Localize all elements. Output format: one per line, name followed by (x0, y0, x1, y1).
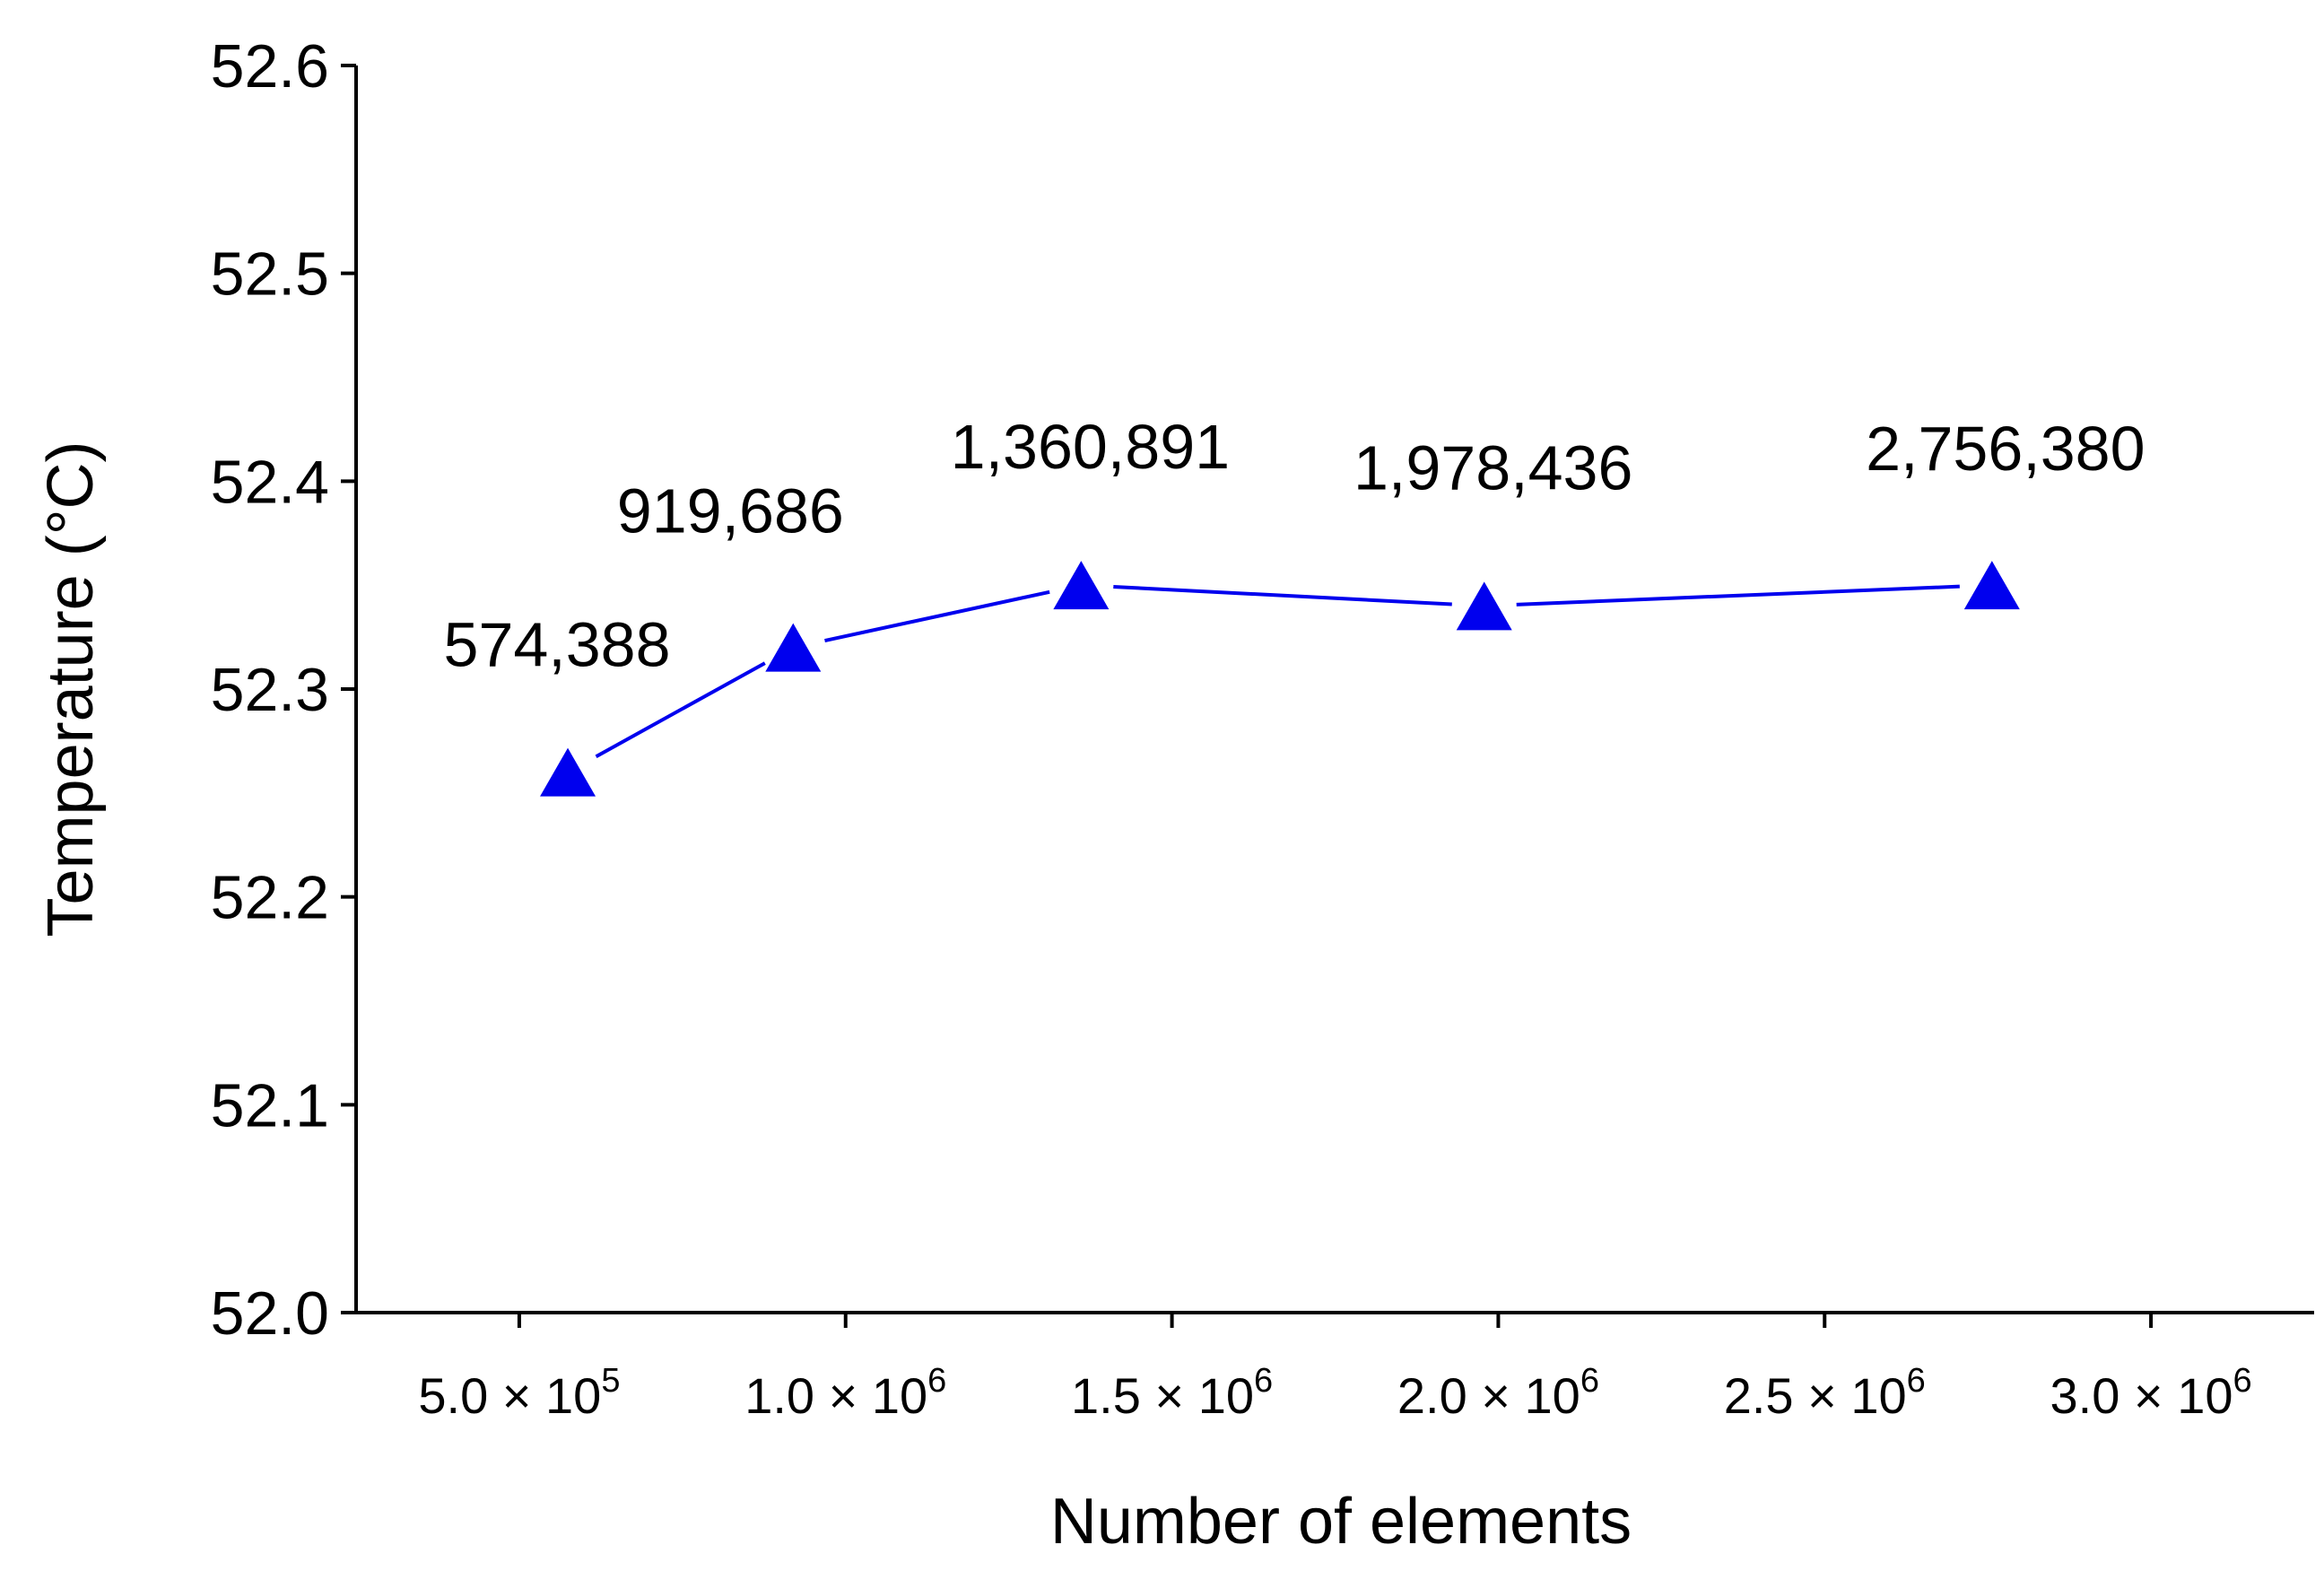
x-tick-label: 3.0 × 106 (2050, 1362, 2252, 1424)
data-point-marker (1456, 581, 1512, 631)
data-label: 919,686 (617, 476, 844, 546)
y-tick-label: 52.0 (211, 1279, 329, 1348)
x-tick-mantissa: 2.5 (1724, 1367, 1794, 1424)
x-tick-label: 1.0 × 106 (744, 1362, 946, 1424)
x-tick-mantissa: 2.0 (1397, 1367, 1467, 1424)
data-point-marker (540, 747, 596, 797)
x-tick-mantissa: 3.0 (2050, 1367, 2120, 1424)
x-tick-mantissa: 1.5 (1071, 1367, 1141, 1424)
x-tick-label: 1.5 × 106 (1071, 1362, 1273, 1424)
data-label: 1,360,891 (951, 412, 1230, 482)
data-point-marker (1053, 561, 1110, 610)
series-segment (595, 661, 766, 758)
x-tick-exponent: 5 (601, 1362, 620, 1400)
x-tick-times: × 10 (488, 1367, 601, 1424)
axes (354, 65, 2314, 1314)
y-tick-label: 52.3 (211, 656, 329, 724)
data-label: 574,388 (444, 610, 671, 680)
data-label: 2,756,380 (1866, 414, 2145, 484)
x-tick-exponent: 6 (927, 1362, 946, 1400)
y-tick-label: 52.4 (211, 448, 329, 516)
x-tick-label: 2.0 × 106 (1397, 1362, 1599, 1424)
x-tick-exponent: 6 (1907, 1362, 1926, 1400)
x-tick-times: × 10 (1141, 1367, 1254, 1424)
x-tick-times: × 10 (1794, 1367, 1907, 1424)
data-point-marker (765, 623, 822, 672)
y-tick-label: 52.6 (211, 32, 329, 100)
x-tick-exponent: 6 (2233, 1362, 2251, 1400)
y-tick-label: 52.1 (211, 1071, 329, 1139)
x-axis-title: Number of elements (1050, 1486, 1632, 1558)
x-axis-ticks: 5.0 × 105 1.0 × 106 1.5 × 106 2.0 × 106 2.5 … (418, 1313, 2252, 1424)
y-tick-label: 52.2 (211, 864, 329, 932)
series-layer: 574,388 919,686 1,360,891 1,978,436 2,756,38… (444, 412, 2146, 797)
x-tick-times: × 10 (2119, 1367, 2233, 1424)
x-tick-mantissa: 1.0 (744, 1367, 814, 1424)
y-tick-label: 52.5 (211, 240, 329, 309)
x-tick-times: × 10 (1467, 1367, 1580, 1424)
y-axis-title: Temperature (°C) (35, 441, 107, 938)
x-tick-exponent: 6 (1580, 1362, 1599, 1400)
series-segment (824, 589, 1050, 643)
x-tick-label: 2.5 × 106 (1724, 1362, 1926, 1424)
x-tick-mantissa: 5.0 (418, 1367, 488, 1424)
data-label: 1,978,436 (1353, 432, 1632, 502)
x-tick-exponent: 6 (1254, 1362, 1273, 1400)
y-axis-ticks: 52.0 52.1 52.2 52.3 52.4 52.5 52.6 (211, 32, 356, 1348)
x-tick-label: 5.0 × 105 (418, 1362, 620, 1424)
series-segment (1113, 585, 1452, 607)
x-tick-times: × 10 (814, 1367, 927, 1424)
data-point-marker (1963, 561, 2020, 610)
series-segment (1516, 584, 1960, 607)
